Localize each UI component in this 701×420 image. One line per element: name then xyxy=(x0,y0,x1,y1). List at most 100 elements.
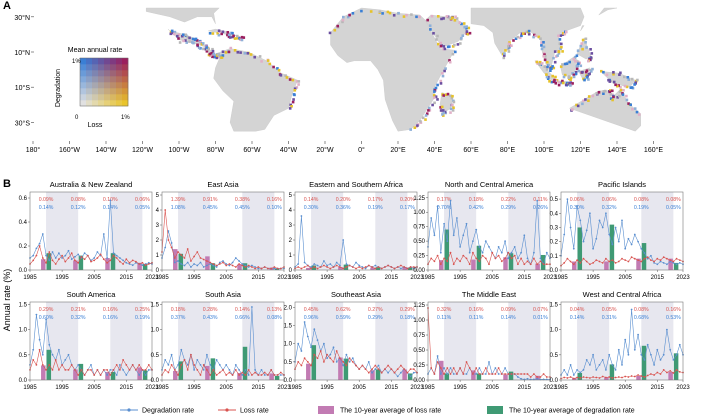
degradation-point xyxy=(170,242,173,244)
mangrove-cell xyxy=(454,50,457,54)
loss-point xyxy=(640,375,643,377)
degradation-point xyxy=(351,357,354,360)
loss-point xyxy=(462,254,465,257)
legend-color-cell xyxy=(122,88,129,95)
degradation-point xyxy=(41,353,44,356)
mangrove-cell xyxy=(520,34,523,38)
loss-point xyxy=(678,259,681,261)
legend-swatch-dot xyxy=(127,408,131,412)
loss-point xyxy=(601,375,604,378)
mangrove-cell xyxy=(520,32,524,36)
x-tick-label: 2015 xyxy=(651,385,665,391)
loss-point xyxy=(128,369,131,371)
legend-color-cell xyxy=(98,70,105,77)
panel-title: The Middle East xyxy=(462,290,517,299)
degradation-point xyxy=(231,261,234,264)
mangrove-cell xyxy=(249,53,253,56)
legend-color-cell xyxy=(80,100,87,107)
loss-avg-bar xyxy=(73,260,78,270)
mangrove-cell xyxy=(504,49,507,52)
loss-point xyxy=(449,373,452,375)
deg-avg-label: 0.29% xyxy=(501,205,516,211)
mangrove-cell xyxy=(543,53,546,56)
loss-point xyxy=(452,263,455,266)
deg-avg-bar xyxy=(444,373,450,380)
mangrove-cell xyxy=(415,15,418,19)
deg-avg-label: 0.30% xyxy=(304,205,319,211)
degradation-point xyxy=(186,364,189,366)
deg-avg-label: 0.18% xyxy=(400,315,415,321)
degradation-point xyxy=(465,373,468,375)
degradation-point xyxy=(254,266,256,268)
loss-point xyxy=(122,359,124,361)
mangrove-cell xyxy=(219,54,222,58)
mangrove-cell xyxy=(609,89,612,92)
degradation-point xyxy=(70,258,73,261)
legend-color-cell xyxy=(104,88,111,95)
legend-color-cell xyxy=(110,94,117,101)
degradation-point xyxy=(662,262,665,264)
mangrove-cell xyxy=(433,101,436,105)
mangrove-cell xyxy=(215,56,219,60)
loss-point xyxy=(529,376,532,378)
degradation-point xyxy=(443,222,445,225)
degradation-point xyxy=(225,364,228,366)
x-tick-label: 2023 xyxy=(145,275,159,281)
mangrove-cell xyxy=(291,100,295,104)
loss-point xyxy=(637,374,639,376)
y-tick-label: 0.5 xyxy=(550,353,559,359)
mangrove-cell xyxy=(516,35,519,39)
mangrove-cell xyxy=(563,62,567,66)
legend-label: Loss rate xyxy=(240,408,269,415)
land-africa xyxy=(330,7,455,132)
legend-origin: 0 xyxy=(75,115,79,121)
degradation-point xyxy=(93,257,96,259)
loss-point xyxy=(624,375,627,378)
mangrove-cell xyxy=(508,41,511,44)
legend-label: The 10-year average of loss rate xyxy=(340,408,441,415)
loss-point xyxy=(500,373,503,375)
degradation-point xyxy=(306,335,309,338)
loss-point xyxy=(102,369,105,371)
loss-avg-label: 0.08% xyxy=(71,197,86,203)
degradation-point xyxy=(222,260,224,262)
loss-point xyxy=(77,261,80,264)
loss-point xyxy=(35,254,38,257)
loss-avg-label: 0.09% xyxy=(39,197,54,203)
mangrove-cell xyxy=(565,30,568,34)
mangrove-cell xyxy=(236,34,239,38)
mangrove-cell xyxy=(351,12,355,15)
mangrove-cell xyxy=(591,94,595,98)
mangrove-cell xyxy=(597,91,601,94)
degradation-point xyxy=(316,339,319,341)
loss-avg-bar xyxy=(173,370,178,380)
loss-avg-label: 0.21% xyxy=(71,307,86,313)
degradation-point xyxy=(193,263,196,265)
mangrove-cell xyxy=(587,59,590,63)
legend-color-cell xyxy=(116,88,123,95)
mangrove-cell xyxy=(507,50,511,53)
deg-avg-label: 0.10% xyxy=(267,205,282,211)
degradation-point xyxy=(199,261,202,264)
loss-avg-label: 0.04% xyxy=(570,307,585,313)
deg-avg-label: 0.32% xyxy=(71,315,86,321)
mangrove-cell xyxy=(568,60,571,64)
degradation-point xyxy=(409,375,412,378)
loss-point xyxy=(119,260,121,263)
mangrove-cell xyxy=(442,94,445,97)
loss-avg-bar xyxy=(535,375,540,380)
mangrove-cell xyxy=(595,92,599,95)
mangrove-cell xyxy=(443,47,447,51)
mangrove-cell xyxy=(413,126,417,129)
mangrove-cell xyxy=(507,45,510,48)
mangrove-cell xyxy=(428,109,432,112)
mangrove-cell xyxy=(557,52,561,55)
mangrove-cell xyxy=(561,33,565,36)
loss-point xyxy=(640,260,643,263)
x-tick-label: 1985 xyxy=(288,385,302,391)
panel-label-a: A xyxy=(3,0,11,12)
degradation-point xyxy=(177,260,180,262)
mangrove-cell xyxy=(211,47,214,51)
loss-point xyxy=(582,257,585,260)
degradation-point xyxy=(672,359,675,361)
